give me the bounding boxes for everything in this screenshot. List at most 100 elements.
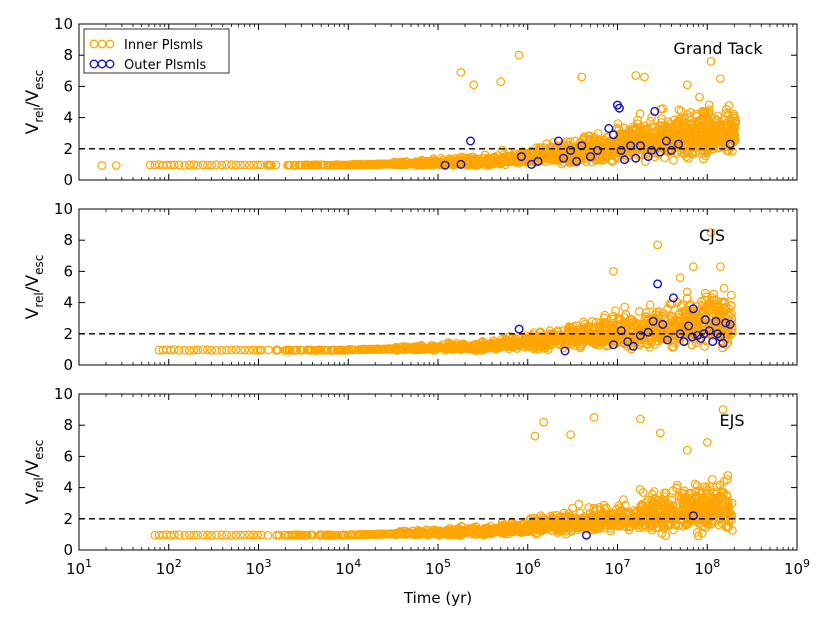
inner-plsml-point — [397, 342, 406, 352]
inner-plsml-point — [198, 530, 208, 540]
inner-plsml-point — [203, 160, 212, 170]
inner-plsml-point — [657, 118, 667, 127]
legend-label: Outer Plsmls — [124, 58, 207, 73]
inner-plsml-point — [727, 314, 737, 324]
inner-plsml-point — [574, 330, 583, 340]
inner-plsml-point — [456, 67, 466, 77]
inner-plsml-point — [682, 80, 692, 90]
inner-plsml-point — [306, 160, 316, 170]
inner-plsml-point — [589, 413, 599, 422]
outer-plsml-point — [684, 321, 694, 331]
inner-plsml-point — [653, 133, 663, 143]
inner-plsml-point — [263, 531, 273, 540]
inner-plsml-point — [409, 159, 419, 169]
panel-grand-tack: 0 2 4 6 8 10 Grand Tack Vrel/Vesc Inner Plsml… — [23, 15, 798, 189]
inner-plsml-point — [680, 309, 690, 319]
inner-plsml-point — [650, 123, 659, 132]
inner-plsml-point — [481, 158, 491, 168]
inner-plsml-point — [683, 503, 692, 513]
inner-plsml-point — [714, 520, 723, 530]
inner-plsml-point — [700, 108, 710, 118]
inner-plsml-point — [388, 344, 398, 354]
inner-plsml-point — [700, 342, 709, 351]
inner-plsml-point — [471, 346, 481, 356]
panel-title: CJS — [699, 226, 725, 245]
outer-plsml-point — [718, 338, 728, 348]
inner-plsml-point — [336, 345, 346, 355]
inner-plsml-point — [693, 513, 703, 523]
inner-plsml-point — [535, 146, 544, 156]
inner-plsml-point — [462, 158, 472, 168]
inner-plsml-point — [630, 124, 639, 134]
inner-plsml-point — [703, 123, 712, 132]
inner-plsml-point — [145, 160, 155, 170]
inner-plsml-point — [337, 530, 347, 540]
inner-plsml-point — [184, 346, 194, 355]
x-tick-label: 106 — [515, 557, 541, 578]
inner-plsml-point — [639, 516, 649, 526]
inner-plsml-point — [222, 160, 231, 170]
inner-plsml-point — [727, 309, 736, 319]
outer-plsml-point — [688, 304, 698, 314]
inner-plsml-point — [703, 306, 713, 316]
x-tick-label: 107 — [604, 557, 630, 578]
inner-plsml-point — [240, 160, 250, 170]
inner-plsml-point — [297, 531, 307, 540]
inner-plsml-point — [658, 311, 667, 321]
axis-ticks: 0 2 4 6 8 10 — [54, 15, 798, 189]
inner-plsml-point — [366, 159, 376, 169]
inner-plsml-point — [180, 345, 190, 355]
inner-plsml-point — [567, 527, 576, 536]
inner-plsml-point — [645, 300, 655, 310]
inner-plsml-point — [675, 114, 684, 124]
inner-plsml-point — [716, 262, 725, 272]
inner-plsml-point — [715, 137, 725, 147]
x-tick-label: 101 — [66, 557, 92, 578]
legend-box — [83, 28, 230, 74]
inner-plsml-point — [656, 104, 666, 114]
legend-marker — [105, 59, 115, 69]
inner-plsml-point — [463, 343, 472, 353]
inner-plsml-point — [665, 119, 675, 128]
inner-plsml-point — [266, 160, 276, 170]
inner-plsml-point — [240, 345, 250, 355]
inner-plsml-point — [707, 124, 717, 134]
y-tick-label: 0 — [63, 541, 73, 559]
y-tick-label: 2 — [63, 325, 73, 343]
inner-plsml-point — [623, 342, 632, 351]
inner-plsml-point — [512, 525, 522, 534]
outer-plsml-point — [704, 326, 714, 336]
inner-plsml-point — [698, 521, 708, 531]
inner-plsml-point — [212, 160, 221, 170]
outer-plsml-point — [514, 324, 524, 334]
inner-plsml-point — [528, 342, 538, 352]
inner-plsml-point — [626, 314, 635, 324]
inner-plsml-point — [608, 157, 617, 167]
inner-plsml-point — [291, 345, 300, 355]
inner-plsml-point — [300, 160, 310, 170]
inner-plsml-point — [641, 147, 651, 157]
inner-plsml-point — [307, 530, 317, 540]
inner-plsml-point — [675, 273, 685, 283]
inner-plsml-point — [227, 345, 236, 355]
inner-plsml-point — [623, 516, 633, 525]
inner-plsml-point — [373, 159, 383, 169]
y-label-sep: /V — [23, 460, 43, 478]
inner-plsml-point — [655, 327, 665, 337]
inner-plsml-point — [358, 160, 368, 169]
inner-plsml-point — [700, 288, 710, 298]
inner-plsml-point — [707, 475, 717, 484]
inner-plsml-point — [706, 57, 716, 66]
inner-plsml-point — [623, 509, 632, 519]
inner-plsml-point — [620, 302, 630, 312]
inner-plsml-point — [189, 530, 199, 540]
inner-plsml-point — [193, 530, 203, 540]
y-tick-label: 2 — [63, 510, 73, 528]
inner-plsml-point — [595, 153, 605, 163]
y-label-main: V — [23, 122, 43, 134]
inner-plsml-point — [617, 516, 627, 526]
inner-plsml-point — [471, 339, 481, 349]
inner-plsml-point — [356, 530, 365, 540]
inner-plsml-point — [169, 530, 179, 540]
inner-plsml-point — [283, 530, 293, 540]
